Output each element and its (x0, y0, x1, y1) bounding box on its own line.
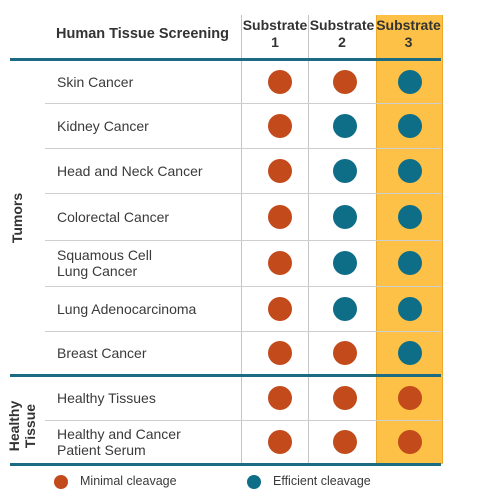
row-divider (45, 148, 441, 149)
row-label-line: Lung Cancer (57, 263, 138, 279)
group-label-healthy-tissue: Healthy Tissue (6, 396, 40, 456)
row-label-text: Squamous Cell Lung Cancer (57, 247, 152, 279)
row-label: Healthy Tissues (57, 376, 237, 420)
result-dot-minimal-substrate-2 (333, 386, 357, 410)
column-divider (308, 15, 309, 464)
column-header-substrate-2: Substrate 2 (308, 17, 376, 57)
row-label: Head and Neck Cancer (57, 148, 237, 193)
table-title: Human Tissue Screening (56, 26, 229, 42)
row-label-text: Skin Cancer (57, 74, 133, 90)
result-dot-minimal-substrate-1 (268, 69, 292, 94)
legend-minimal-dot (54, 475, 68, 489)
result-dot-minimal-substrate-1 (268, 204, 292, 229)
column-divider (241, 15, 242, 464)
group-label-tumors: Tumors (9, 186, 27, 250)
result-dot-efficient-substrate-3 (398, 296, 422, 321)
row-label-line: Breast Cancer (57, 344, 147, 361)
result-dot-minimal-substrate-3 (398, 386, 422, 410)
row-label-line: Colorectal Cancer (57, 208, 170, 225)
row-label-text: Head and Neck Cancer (57, 163, 203, 179)
result-dot-minimal-substrate-3 (398, 429, 422, 454)
result-dot-minimal-substrate-2 (333, 429, 357, 454)
legend-efficient-dot (247, 475, 261, 489)
row-label: Colorectal Cancer (57, 193, 237, 240)
result-dot-efficient-substrate-2 (333, 113, 357, 138)
row-label: Squamous Cell Lung Cancer (57, 240, 237, 286)
result-dot-minimal-substrate-1 (268, 158, 292, 183)
result-dot-minimal-substrate-1 (268, 340, 292, 365)
column-header-number: 2 (338, 34, 346, 50)
row-divider (45, 331, 441, 332)
group-label-line: Tissue (22, 403, 38, 449)
column-header-number: 3 (404, 34, 413, 50)
result-dot-efficient-substrate-2 (333, 158, 357, 183)
result-dot-minimal-substrate-2 (333, 340, 357, 365)
result-dot-minimal-substrate-1 (268, 251, 292, 275)
result-dot-efficient-substrate-2 (333, 296, 357, 321)
row-divider (45, 286, 441, 287)
row-label-text: Kidney Cancer (57, 118, 149, 134)
legend-efficient-label: Efficient cleavage (273, 474, 371, 488)
row-divider (45, 240, 441, 241)
row-label-line: Squamous Cell (57, 247, 152, 263)
row-label: Healthy and Cancer Patient Serum (57, 420, 237, 463)
row-label-line: Skin Cancer (57, 73, 134, 90)
result-dot-efficient-substrate-3 (398, 251, 422, 275)
row-label-line: Head and Neck Cancer (57, 162, 203, 179)
result-dot-efficient-substrate-3 (398, 204, 422, 229)
result-dot-minimal-substrate-2 (333, 69, 357, 94)
column-header-line: Substrate (242, 17, 308, 33)
legend-minimal-label: Minimal cleavage (80, 474, 177, 488)
header-divider (10, 58, 441, 61)
row-label-text: Breast Cancer (57, 345, 146, 361)
row-label-text: Colorectal Cancer (57, 209, 169, 225)
row-label-text: Healthy Tissues (57, 390, 156, 406)
result-dot-efficient-substrate-2 (333, 251, 357, 275)
row-label-line: Healthy Tissues (57, 390, 156, 406)
group-label-line: Healthy (6, 400, 22, 452)
column-header-substrate-1: Substrate 1 (241, 17, 309, 57)
column-header-number: 1 (271, 34, 279, 50)
row-label: Skin Cancer (57, 60, 237, 103)
result-dot-efficient-substrate-3 (398, 340, 422, 365)
result-dot-minimal-substrate-1 (268, 113, 292, 138)
row-label-text: Lung Adenocarcinoma (57, 301, 196, 317)
result-dot-minimal-substrate-1 (268, 386, 292, 410)
row-label-text: Healthy and Cancer Patient Serum (57, 426, 181, 458)
row-label-line: Patient Serum (57, 441, 146, 458)
row-label-line: Healthy and Cancer (57, 425, 181, 442)
row-label-line: Lung Adenocarcinoma (57, 300, 197, 317)
result-dot-minimal-substrate-1 (268, 429, 292, 454)
row-divider (45, 420, 441, 421)
row-label: Kidney Cancer (57, 103, 237, 148)
column-header-substrate-3: Substrate 3 (375, 17, 442, 57)
result-dot-minimal-substrate-1 (268, 296, 292, 321)
group-divider (10, 374, 441, 377)
result-dot-efficient-substrate-3 (398, 113, 422, 138)
result-dot-efficient-substrate-3 (398, 69, 422, 94)
group-label-line: Tumors (9, 192, 25, 244)
result-dot-efficient-substrate-2 (333, 204, 357, 229)
row-label-line: Kidney Cancer (57, 117, 149, 134)
row-label: Lung Adenocarcinoma (57, 286, 237, 331)
table-bottom-border (10, 463, 441, 466)
column-header-line: Substrate (376, 17, 441, 33)
result-dot-efficient-substrate-3 (398, 158, 422, 183)
row-label: Breast Cancer (57, 331, 237, 374)
row-divider (45, 193, 441, 194)
row-divider (45, 103, 441, 104)
column-header-line: Substrate (309, 17, 375, 33)
